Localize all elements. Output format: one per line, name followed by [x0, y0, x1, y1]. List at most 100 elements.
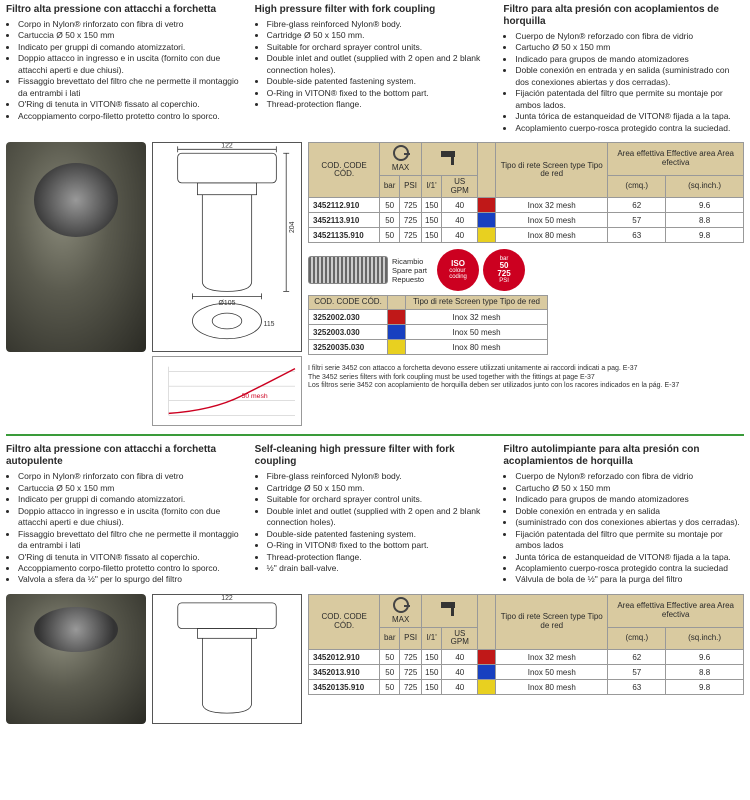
list-item: Fijación patentada del filtro que permit… — [515, 88, 744, 111]
list-item: O-Ring in VITON® fixed to the bottom par… — [267, 88, 496, 99]
iso-badge: ISOcolour coding — [437, 249, 479, 291]
cartridge-icon — [308, 256, 388, 284]
list-item: Suitable for orchard sprayer control uni… — [267, 42, 496, 53]
list-item: O'Ring di tenuta in VITON® fissato al co… — [18, 552, 247, 563]
page: Filtro alta pressione con attacchi a for… — [0, 0, 750, 728]
list-item: Válvula de bola de ½" para la purga del … — [515, 574, 744, 585]
spare-left: Ricambio Spare part Repuesto ISOcolour c… — [308, 249, 548, 355]
list-it: Corpo in Nylon® rinforzato con fibra di … — [6, 19, 247, 122]
list-item: Junta tórica de estanqueidad de VITON® f… — [515, 552, 744, 563]
list-item: Cartucho Ø 50 x 150 mm — [515, 42, 744, 53]
list-item: Doble conexión en entrada y en salida (s… — [515, 65, 744, 88]
list-item: Doppio attacco in ingresso e in uscita (… — [18, 506, 247, 529]
title-en: High pressure filter with fork coupling — [255, 4, 496, 16]
list-item: Cartridge Ø 50 x 150 mm. — [267, 30, 496, 41]
list-item: (suministrado con dos conexiones abierta… — [515, 517, 744, 528]
photo-col — [6, 142, 146, 352]
section2-titles: Filtro alta pressione con attacchi a for… — [6, 444, 744, 586]
col-it: Filtro alta pressione con attacchi a for… — [6, 4, 247, 134]
product-photo-2 — [6, 594, 146, 724]
table-row: 3452012.9105072515040Inox 32 mesh629.6 — [309, 650, 744, 665]
svg-text:Ø105: Ø105 — [219, 300, 236, 307]
main-table: COD. CODE CÓD. MAX Tipo di rete Screen t… — [308, 142, 744, 243]
svg-text:115: 115 — [264, 321, 275, 328]
spare-label: Ricambio Spare part Repuesto — [392, 257, 427, 284]
list-item: O-Ring in VITON® fixed to the bottom par… — [267, 540, 496, 551]
section1-titles: Filtro alta pressione con attacchi a for… — [6, 4, 744, 134]
list-item: Fibre-glass reinforced Nylon® body. — [267, 471, 496, 482]
section2-content: 122 COD. CODE CÓD. MAX Tipo di rete Scre… — [6, 594, 744, 724]
list-item: Valvola a sfera da ½" per lo spurgo del … — [18, 574, 247, 585]
list-item: Double inlet and outlet (supplied with 2… — [267, 506, 496, 529]
col-es: Filtro para alta presión con acoplamient… — [503, 4, 744, 134]
table-row: 34520135.9105072515040Inox 80 mesh639.8 — [309, 680, 744, 695]
tech-drawing-2: 122 — [152, 594, 302, 724]
list-en: Fibre-glass reinforced Nylon® body.Cartr… — [255, 19, 496, 111]
col-en: High pressure filter with fork coupling … — [255, 4, 496, 134]
tap-icon — [441, 602, 459, 616]
diagram-col: 122 Ø105 204 115 50 mesh — [152, 142, 302, 426]
table-row: 34521135.9105072515040Inox 80 mesh639.8 — [309, 228, 744, 243]
list-item: Fissaggio brevettato del filtro che ne p… — [18, 76, 247, 99]
table-row: 32520035.030Inox 80 mesh — [309, 340, 548, 355]
list-item: Accoppiamento corpo-filetto protetto con… — [18, 111, 247, 122]
tap-icon — [441, 151, 459, 165]
list-es: Cuerpo de Nylon® reforzado con fibra de … — [503, 31, 744, 134]
list-item: Cartuccia Ø 50 x 150 mm — [18, 30, 247, 41]
footnote: I filtri serie 3452 con attacco a forche… — [308, 365, 744, 390]
main-table-2: COD. CODE CÓD. MAX Tipo di rete Screen t… — [308, 594, 744, 695]
gauge-icon — [393, 145, 409, 161]
list-item: Indicado para grupos de mando atomizador… — [515, 494, 744, 505]
svg-text:122: 122 — [221, 143, 233, 149]
list-item: Double-side patented fastening system. — [267, 529, 496, 540]
list-item: Indicato per gruppi di comando atomizzat… — [18, 494, 247, 505]
pressure-badge: bar50725PSI — [483, 249, 525, 291]
section1-content: 122 Ø105 204 115 50 mesh — [6, 142, 744, 426]
list-item: Thread-protection flange. — [267, 99, 496, 110]
list-item: Accoppiamento corpo-filetto protetto con… — [18, 563, 247, 574]
tables-col: COD. CODE CÓD. MAX Tipo di rete Screen t… — [308, 142, 744, 390]
hdr-area: Area effettiva Effective area Area efect… — [608, 143, 744, 176]
pressure-chart: 50 mesh — [152, 356, 302, 426]
list-item: ½" drain ball-valve. — [267, 563, 496, 574]
title-it: Filtro alta pressione con attacchi a for… — [6, 4, 247, 16]
hdr-flow — [421, 143, 477, 176]
tech-drawing: 122 Ø105 204 115 — [152, 142, 302, 352]
list-item: Thread-protection flange. — [267, 552, 496, 563]
table-row: 3452113.9105072515040Inox 50 mesh578.8 — [309, 213, 744, 228]
hdr-color — [478, 143, 496, 198]
list-item: Acoplamiento cuerpo-rosca protegido cont… — [515, 563, 744, 574]
list-item: O'Ring di tenuta in VITON® fissato al co… — [18, 99, 247, 110]
hdr-max: MAX — [380, 143, 422, 176]
list-item: Cartucho Ø 50 x 150 mm — [515, 483, 744, 494]
spare-tbody: 3252002.030Inox 32 mesh3252003.030Inox 5… — [309, 310, 548, 355]
list-item: Cuerpo de Nylon® reforzado con fibra de … — [515, 471, 744, 482]
title-es: Filtro para alta presión con acoplamient… — [503, 4, 744, 28]
table-row: 3252002.030Inox 32 mesh — [309, 310, 548, 325]
list-item: Cuerpo de Nylon® reforzado con fibra de … — [515, 31, 744, 42]
hdr-screen: Tipo di rete Screen type Tipo de red — [496, 143, 608, 198]
list-item: Fibre-glass reinforced Nylon® body. — [267, 19, 496, 30]
list-item: Double inlet and outlet (supplied with 2… — [267, 53, 496, 76]
spare-block: Ricambio Spare part Repuesto ISOcolour c… — [308, 249, 744, 355]
list-item: Corpo in Nylon® rinforzato con fibra di … — [18, 471, 247, 482]
table-row: 3452013.9105072515040Inox 50 mesh578.8 — [309, 665, 744, 680]
list-item: Junta tórica de estanqueidad de VITON® f… — [515, 111, 744, 122]
list-item: Cartridge Ø 50 x 150 mm. — [267, 483, 496, 494]
product-photo — [6, 142, 146, 352]
list-item: Acoplamiento cuerpo-rosca protegido cont… — [515, 123, 744, 134]
gauge-icon — [393, 597, 409, 613]
list-item: Corpo in Nylon® rinforzato con fibra di … — [18, 19, 247, 30]
list-item: Fijación patentada del filtro que permit… — [515, 529, 744, 552]
table-row: 3452112.9105072515040Inox 32 mesh629.6 — [309, 198, 744, 213]
svg-text:50 mesh: 50 mesh — [242, 393, 268, 400]
list-item: Indicato per gruppi di comando atomizzat… — [18, 42, 247, 53]
spare-table: COD. CODE CÓD. Tipo di rete Screen type … — [308, 295, 548, 355]
svg-text:204: 204 — [289, 222, 296, 234]
main-tbody: 3452112.9105072515040Inox 32 mesh629.634… — [309, 198, 744, 243]
hdr-code: COD. CODE CÓD. — [309, 143, 380, 198]
list-item: Doppio attacco in ingresso e in uscita (… — [18, 53, 247, 76]
separator — [6, 434, 744, 436]
table-row: 3252003.030Inox 50 mesh — [309, 325, 548, 340]
list-item: Double-side patented fastening system. — [267, 76, 496, 87]
